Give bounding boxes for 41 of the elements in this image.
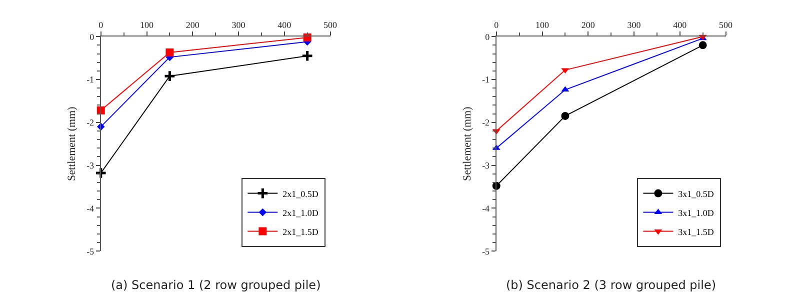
x-tick-label: 100 [140,20,154,30]
legend-label: 3x1_1.5D [678,226,714,237]
x-tick-label: 100 [536,20,550,30]
x-tick-label: 400 [673,20,688,30]
legend-label: 2x1_1.5D [282,226,319,237]
x-tick-label: 500 [324,20,338,30]
point [561,86,570,92]
legend-label: 3x1_0.5D [678,188,714,199]
text: (b) Scenario 2 (3 row grouped pile) [506,278,716,292]
text: (a) Scenario 1 (2 row grouped pile) [111,278,321,292]
y-tick-label: -2 [86,118,94,128]
legend-label: 2x1_1.0D [282,208,319,218]
legend-label: 3x1_1.0D [678,208,714,218]
legend-label: 2x1_0.5D [282,188,319,199]
x-tick-label: 0 [494,20,500,30]
x-tick-label: 300 [232,20,246,30]
x-tick-label: 500 [719,20,734,30]
point [698,41,707,50]
y-tick-label: -3 [86,160,95,170]
y-tick-label: -5 [86,246,95,256]
point [94,166,108,180]
x-tick-label: 200 [581,20,596,30]
point [301,50,314,62]
y-tick-label: -5 [482,246,490,256]
x-tick-label: 0 [98,20,104,30]
y-tick-label: -1 [86,74,94,85]
x-tick-label: 300 [627,20,642,30]
y-axis-title: Settlement (mm) [66,106,78,181]
x-tick-label: 400 [278,20,292,30]
point [166,48,174,56]
x-tick-label: 200 [186,20,200,30]
y-tick-label: -2 [482,118,490,128]
y-axis-title: Settlement (mm) [462,106,474,181]
y-tick-label: 0 [485,32,490,42]
y-tick-label: 0 [90,32,95,42]
y-tick-label: -3 [482,160,490,170]
y-tick-label: -4 [86,203,95,214]
point [561,112,570,120]
y-tick-label: -1 [482,74,490,85]
y-tick-label: -4 [482,203,490,214]
point [164,70,176,82]
